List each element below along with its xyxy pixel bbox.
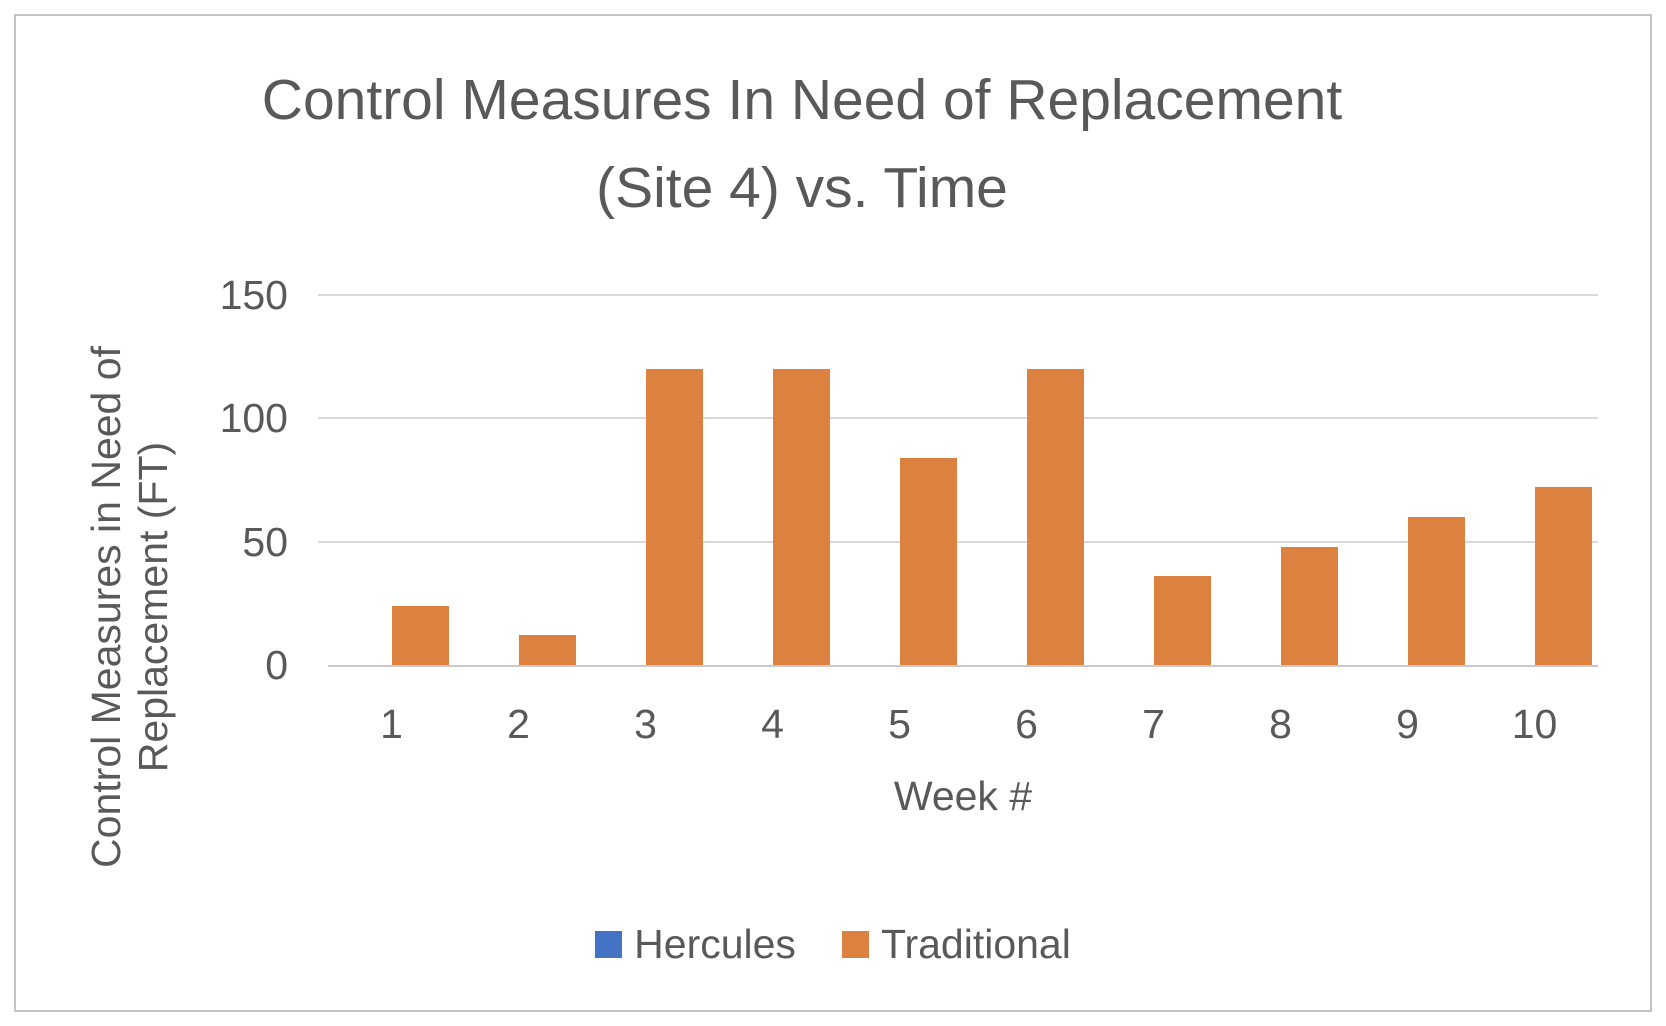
x-tick-label-1: 1 (380, 701, 403, 747)
x-tick-label-4: 4 (761, 701, 784, 747)
legend-item-hercules: Hercules (595, 920, 796, 968)
y-tick-label-100: 100 (219, 395, 288, 442)
bar-traditional-week-6 (1026, 369, 1084, 665)
chart-title: Control Measures In Need of Replacement … (0, 56, 1604, 232)
x-tick-label-5: 5 (888, 701, 911, 747)
gridline-50 (318, 540, 1598, 543)
y-tick-label-50: 50 (242, 518, 288, 565)
y-axis-title-line-1: Control Measures in Need of (83, 346, 129, 868)
plot-area (318, 294, 1598, 667)
gridline-150 (318, 294, 1598, 296)
y-tick-label-150: 150 (219, 272, 288, 318)
x-tick-label-8: 8 (1269, 701, 1292, 747)
bar-traditional-week-2 (518, 635, 576, 665)
legend-label-hercules: Hercules (634, 921, 796, 967)
x-tick-label-9: 9 (1396, 701, 1419, 747)
bar-traditional-week-5 (899, 457, 957, 665)
bar-traditional-week-9 (1407, 517, 1465, 665)
legend-swatch-hercules (595, 930, 623, 958)
y-tick-label-0: 0 (265, 642, 288, 688)
legend-item-traditional: Traditional (841, 920, 1071, 968)
bar-traditional-week-4 (772, 369, 830, 665)
x-tick-label-2: 2 (507, 701, 530, 747)
bar-traditional-week-1 (391, 605, 449, 665)
chart-title-line-2: (Site 4) vs. Time (596, 156, 1008, 220)
x-tick-label-7: 7 (1142, 701, 1165, 747)
chart-frame (14, 14, 1652, 1012)
legend-label-traditional: Traditional (880, 921, 1071, 967)
bar-traditional-week-8 (1280, 546, 1338, 665)
x-tick-label-10: 10 (1511, 701, 1558, 747)
legend: Hercules Traditional (0, 920, 1666, 968)
bar-traditional-week-10 (1534, 487, 1592, 665)
bar-traditional-week-7 (1153, 576, 1211, 665)
legend-swatch-traditional (841, 930, 869, 958)
gridline-100 (318, 417, 1598, 420)
x-axis-title: Week # (893, 773, 1033, 819)
bar-traditional-week-3 (645, 369, 703, 665)
x-tick-label-3: 3 (634, 701, 657, 747)
chart-title-line-1: Control Measures In Need of Replacement (261, 68, 1343, 132)
x-tick-label-6: 6 (1015, 701, 1038, 747)
